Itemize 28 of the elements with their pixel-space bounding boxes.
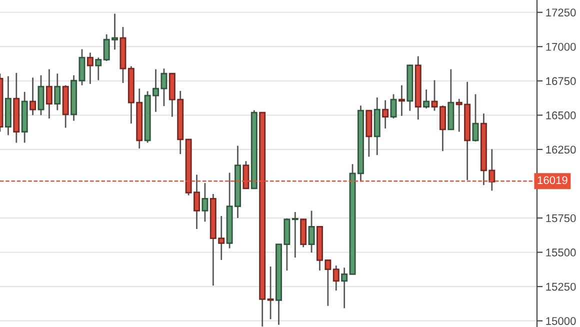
candlestick: [332, 264, 340, 292]
candlestick: [390, 93, 397, 120]
candlestick: [54, 72, 61, 111]
y-tick-label: 15000: [546, 317, 576, 325]
candlestick: [242, 160, 250, 190]
candlestick: [95, 56, 102, 81]
candlestick: [267, 266, 274, 320]
candlestick: [86, 52, 94, 85]
y-tick-label: 15750: [546, 214, 576, 222]
candlestick: [341, 266, 348, 309]
y-tick-label: 15500: [546, 248, 576, 256]
y-tick-label: 16500: [546, 111, 576, 120]
candlestick: [46, 68, 52, 120]
candlestick: [398, 84, 405, 117]
y-tick-label: 17000: [546, 42, 576, 51]
candlestick: [38, 74, 44, 116]
y-tick-label: 16250: [546, 146, 576, 154]
candlestick: [382, 100, 389, 130]
candlestick: [202, 182, 208, 222]
ref-line-label: 16019: [538, 176, 568, 184]
candlestick: [472, 93, 479, 142]
y-tick-label: 17250: [546, 8, 576, 16]
candlestick: [30, 76, 36, 116]
y-tick-label: 15250: [546, 282, 576, 291]
candlestick: [308, 210, 315, 254]
candlestick: [423, 88, 430, 110]
candlestick: [292, 211, 298, 258]
y-tick-label: 16750: [546, 77, 576, 86]
